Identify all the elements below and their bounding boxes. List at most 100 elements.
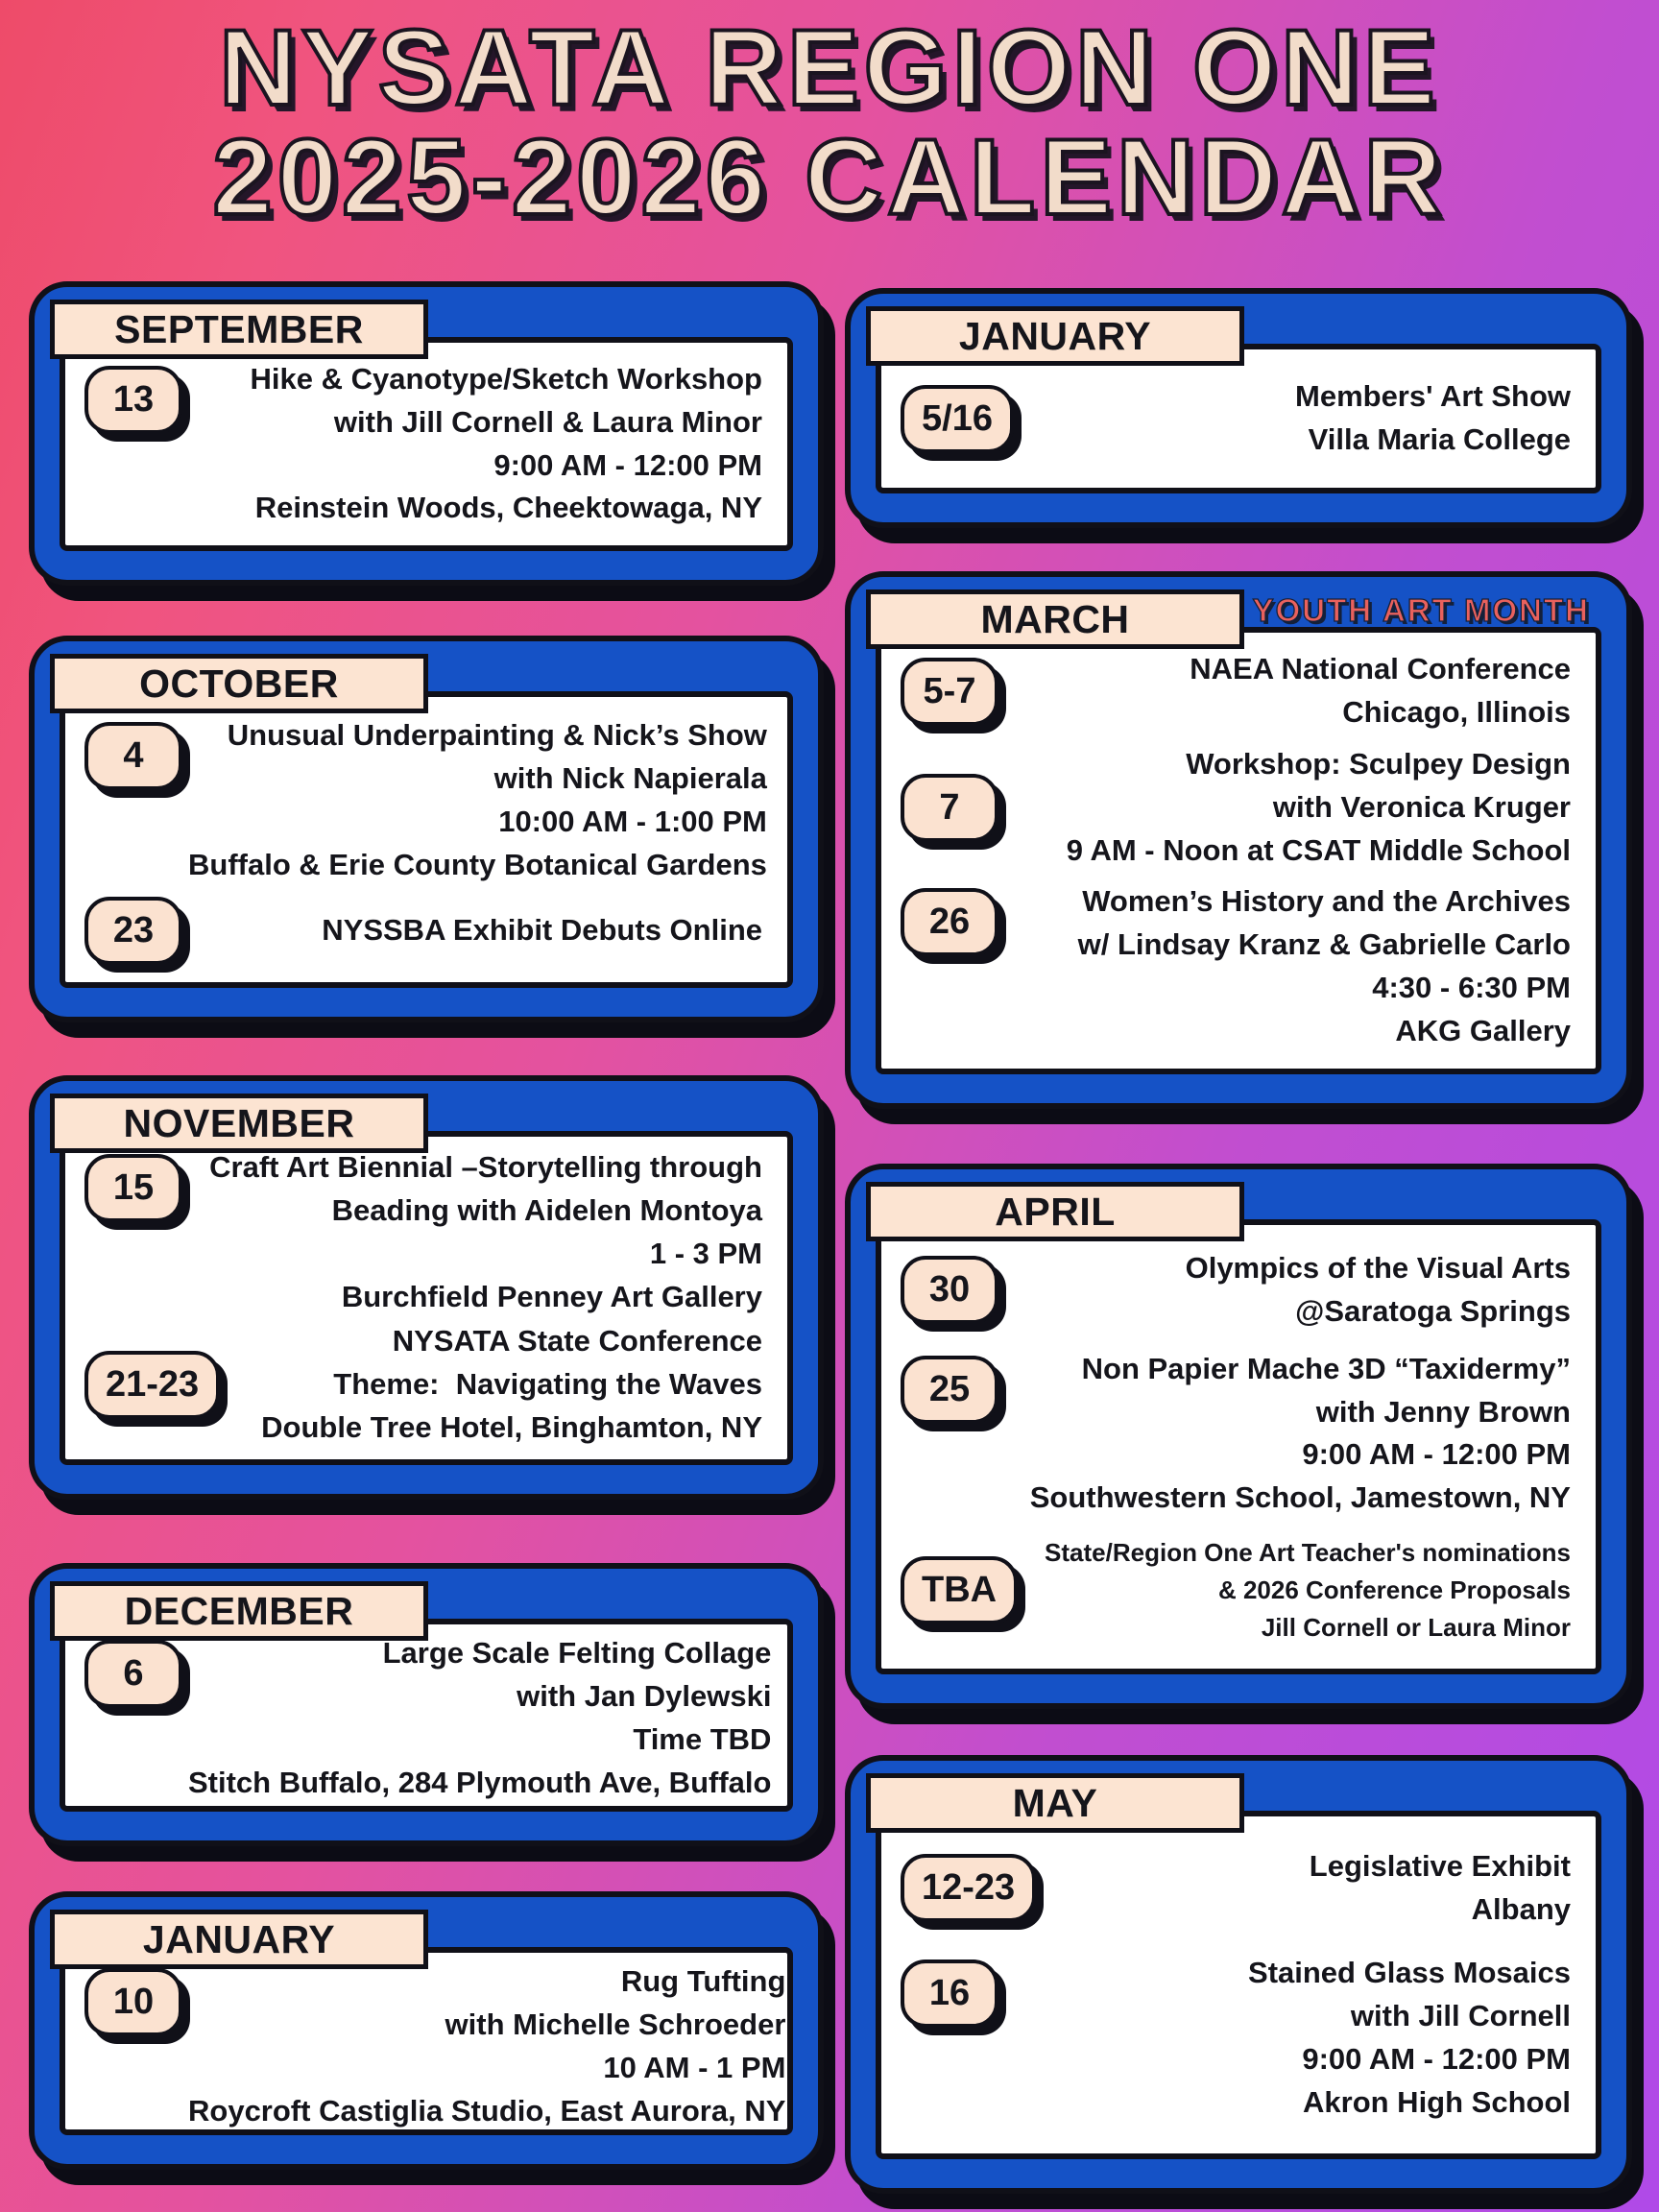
card-content-panel: 5/16 Members' Art Show Villa Maria College — [876, 344, 1601, 493]
event-detail-line: Roycroft Castiglia Studio, East Aurora, … — [188, 2093, 786, 2128]
event-details: Legislative Exhibit Albany — [1036, 1845, 1571, 1932]
month-header-tab: OCTOBER — [50, 654, 428, 713]
event-detail-line: Large Scale Felting Collage — [382, 1636, 772, 1670]
event-detail-line: Chicago, Illinois — [1342, 695, 1571, 730]
event-detail-line: with Jenny Brown — [1315, 1394, 1571, 1429]
month-header-tab: APRIL — [866, 1182, 1244, 1241]
card-content-panel: 4 Unusual Underpainting & Nick’s Show with… — [60, 691, 793, 988]
event-date-badge: 25 — [901, 1355, 998, 1424]
event-row: 13 Hike & Cyanotype/Sketch Workshop with J… — [84, 358, 762, 531]
event-detail-line: 10:00 AM - 1:00 PM — [498, 804, 767, 838]
month-card-january-10: JANUARY 5/16 Members' Art Show Villa Maria … — [845, 288, 1632, 528]
month-card-march-11: MARCH YOUTH ART MONTH 5-7 NAEA National Con… — [845, 571, 1632, 1109]
event-detail-line: 4:30 - 6:30 PM — [1372, 970, 1571, 1004]
month-card-april-12: APRIL 30 Olympics of the Visual Arts @Sarat… — [845, 1164, 1632, 1709]
event-detail-line: Villa Maria College — [1308, 422, 1571, 456]
event-detail-line: Women’s History and the Archives — [1082, 883, 1571, 918]
event-date-badge: 5-7 — [901, 657, 998, 726]
event-detail-line: Workshop: Sculpey Design — [1186, 746, 1571, 781]
event-detail-line: Members' Art Show — [1295, 379, 1571, 414]
month-card-october-01: OCTOBER 4 Unusual Underpainting & Nick’s S… — [29, 636, 824, 1022]
event-date-badge: 13 — [84, 365, 182, 434]
event-row: 26 Women’s History and the Archives w/ Lin… — [901, 880, 1571, 1053]
event-row: 15 Craft Art Biennial –Storytelling throu… — [84, 1146, 762, 1319]
event-detail-line: Rug Tufting — [620, 1964, 786, 1998]
event-detail-line: 1 - 3 PM — [649, 1236, 762, 1270]
event-detail-line: Jill Cornell or Laura Minor — [1261, 1613, 1571, 1643]
event-detail-line: with Nick Napierala — [493, 761, 767, 796]
card-content-panel: 10 Rug Tufting with Michelle Schroeder 10 A… — [60, 1947, 793, 2135]
month-card-september-00: SEPTEMBER 13 Hike & Cyanotype/Sketch Works… — [29, 281, 824, 586]
event-details: Hike & Cyanotype/Sketch Workshop with Jil… — [182, 358, 762, 531]
event-date-badge: 16 — [901, 1960, 998, 2029]
month-header-tab: SEPTEMBER — [50, 300, 428, 359]
month-header-tab: JANUARY — [866, 306, 1244, 366]
month-header-tab: DECEMBER — [50, 1581, 428, 1641]
event-date-badge: 23 — [84, 896, 182, 965]
event-row: 30 Olympics of the Visual Arts @Saratoga S… — [901, 1247, 1571, 1334]
event-detail-line: Theme: Navigating the Waves — [333, 1367, 762, 1402]
event-detail-line: Akron High School — [1303, 2085, 1571, 2120]
event-date-badge: 10 — [84, 1968, 182, 2036]
event-date-badge: 30 — [901, 1256, 998, 1325]
month-header-tab: NOVEMBER — [50, 1094, 428, 1153]
event-detail-line: Double Tree Hotel, Binghamton, NY — [261, 1410, 762, 1445]
event-detail-line: & 2026 Conference Proposals — [1217, 1575, 1571, 1605]
card-content-panel: 6 Large Scale Felting Collage with Jan Dyl… — [60, 1619, 793, 1812]
event-date-badge: 6 — [84, 1640, 182, 1708]
month-header-tab: MARCH — [866, 589, 1244, 649]
card-content-panel: 30 Olympics of the Visual Arts @Saratoga S… — [876, 1219, 1601, 1674]
event-detail-line: Non Papier Mache 3D “Taxidermy” — [1081, 1351, 1571, 1385]
poster-title-line2: 2025-2026 CALENDAR — [210, 117, 1447, 238]
event-details: Olympics of the Visual Arts @Saratoga Spr… — [998, 1247, 1571, 1334]
card-content-panel: 13 Hike & Cyanotype/Sketch Workshop with J… — [60, 337, 793, 551]
event-row: 5-7 NAEA National Conference Chicago, Illi… — [901, 648, 1571, 734]
event-details: NAEA National Conference Chicago, Illinoi… — [998, 648, 1571, 734]
event-details: Workshop: Sculpey Design with Veronica Kr… — [998, 743, 1571, 873]
event-date-badge: TBA — [901, 1556, 1019, 1625]
event-details: Non Papier Mache 3D “Taxidermy” with Jenn… — [998, 1348, 1571, 1521]
event-row: 25 Non Papier Mache 3D “Taxidermy” with Je… — [901, 1348, 1571, 1521]
event-date-badge: 26 — [901, 887, 998, 956]
month-card-may-13: MAY 12-23 Legislative Exhibit Albany 16 Stain… — [845, 1755, 1632, 2194]
event-details: Rug Tufting with Michelle Schroeder 10 AM … — [182, 1960, 785, 2133]
event-row: 23 NYSSBA Exhibit Debuts Online — [84, 896, 762, 965]
event-detail-line: Burchfield Penney Art Gallery — [341, 1279, 762, 1313]
event-detail-line: w/ Lindsay Kranz & Gabrielle Carlo — [1077, 926, 1571, 961]
month-card-november-02: NOVEMBER 15 Craft Art Biennial –Storytelli… — [29, 1075, 824, 1500]
event-row: 5/16 Members' Art Show Villa Maria College — [901, 375, 1571, 462]
event-row: 16 Stained Glass Mosaics with Jill Cornell… — [901, 1952, 1571, 2125]
event-detail-line: 9:00 AM - 12:00 PM — [1302, 2042, 1571, 2077]
card-content-panel: 12-23 Legislative Exhibit Albany 16 Stained … — [876, 1811, 1601, 2159]
event-detail-line: AKG Gallery — [1395, 1013, 1571, 1047]
month-header-tab: JANUARY — [50, 1910, 428, 1969]
event-detail-line: with Jill Cornell & Laura Minor — [333, 404, 762, 439]
event-details: NYSATA State Conference Theme: Navigating… — [220, 1320, 762, 1450]
calendar-column-right: JANUARY 5/16 Members' Art Show Villa Maria … — [845, 288, 1632, 2194]
card-content-panel: 5-7 NAEA National Conference Chicago, Illi… — [876, 627, 1601, 1074]
event-detail-line: Stitch Buffalo, 284 Plymouth Ave, Buffal… — [188, 1765, 772, 1799]
event-details: Large Scale Felting Collage with Jan Dyle… — [182, 1632, 771, 1805]
event-detail-line: Time TBD — [633, 1721, 772, 1756]
event-details: Members' Art Show Villa Maria College — [1014, 375, 1571, 462]
event-detail-line: Southwestern School, Jamestown, NY — [1029, 1480, 1571, 1515]
event-detail-line: 9 AM - Noon at CSAT Middle School — [1066, 832, 1571, 867]
event-detail-line: State/Region One Art Teacher's nominatio… — [1045, 1538, 1571, 1568]
event-detail-line: with Veronica Kruger — [1272, 789, 1571, 824]
poster-title-line1: NYSATA REGION ONE — [217, 8, 1440, 128]
event-row: 7 Workshop: Sculpey Design with Veronica K… — [901, 743, 1571, 873]
event-date-badge: 21-23 — [84, 1351, 221, 1420]
event-details: Unusual Underpainting & Nick’s Show with … — [182, 714, 767, 887]
event-detail-line: 10 AM - 1 PM — [603, 2050, 786, 2084]
month-card-december-03: DECEMBER 6 Large Scale Felting Collage with… — [29, 1563, 824, 1846]
event-detail-line: Beading with Aidelen Montoya — [331, 1192, 762, 1227]
event-row: 12-23 Legislative Exhibit Albany — [901, 1845, 1571, 1932]
event-detail-line: Hike & Cyanotype/Sketch Workshop — [250, 361, 762, 396]
event-date-badge: 4 — [84, 722, 182, 791]
event-detail-line: Unusual Underpainting & Nick’s Show — [227, 718, 767, 753]
calendar-column-left: SEPTEMBER 13 Hike & Cyanotype/Sketch Works… — [29, 281, 824, 2170]
event-row: TBA State/Region One Art Teacher's nomina… — [901, 1534, 1571, 1647]
event-details: Craft Art Biennial –Storytelling through… — [182, 1146, 762, 1319]
event-detail-line: with Jan Dylewski — [517, 1678, 772, 1713]
event-detail-line: 9:00 AM - 12:00 PM — [493, 447, 762, 482]
